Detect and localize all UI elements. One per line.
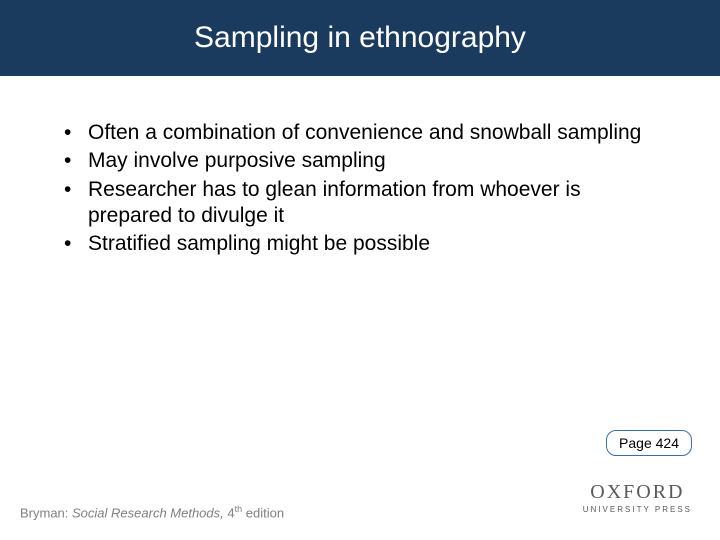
footer-citation: Bryman: Social Research Methods, 4th edi… xyxy=(20,504,284,520)
slide-title: Sampling in ethnography xyxy=(194,21,526,55)
list-item: Researcher has to glean information from… xyxy=(56,177,664,230)
list-item: Stratified sampling might be possible xyxy=(56,231,664,257)
footer-edition-num: 4 xyxy=(227,505,234,520)
publisher-sub: UNIVERSITY PRESS xyxy=(583,505,692,514)
footer-edition-tail: edition xyxy=(242,505,284,520)
publisher-name: OXFORD xyxy=(583,481,692,504)
footer-edition-suffix: th xyxy=(235,504,243,514)
footer-author: Bryman: xyxy=(20,505,72,520)
list-item: Often a combination of convenience and s… xyxy=(56,120,664,146)
content-area: Often a combination of convenience and s… xyxy=(0,76,720,257)
list-item: May involve purposive sampling xyxy=(56,148,664,174)
bullet-list: Often a combination of convenience and s… xyxy=(56,120,664,257)
publisher-logo: OXFORD UNIVERSITY PRESS xyxy=(583,481,692,514)
footer-book-title: Social Research Methods, xyxy=(72,505,227,520)
title-bar: Sampling in ethnography xyxy=(0,0,720,76)
page-badge: Page 424 xyxy=(606,430,692,456)
